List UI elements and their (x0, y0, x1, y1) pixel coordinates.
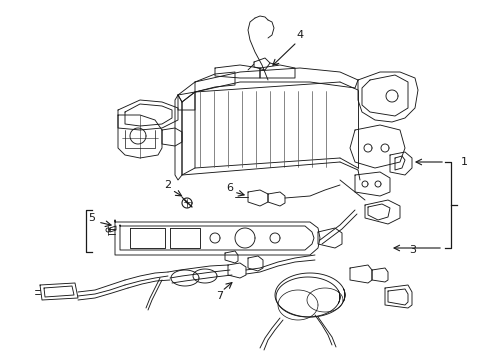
Text: 4: 4 (296, 30, 304, 40)
Text: 6: 6 (226, 183, 234, 193)
Text: 1: 1 (461, 157, 468, 167)
Text: 3: 3 (410, 245, 416, 255)
Text: 2: 2 (165, 180, 172, 190)
Text: 5: 5 (89, 213, 96, 223)
Text: 7: 7 (217, 291, 223, 301)
